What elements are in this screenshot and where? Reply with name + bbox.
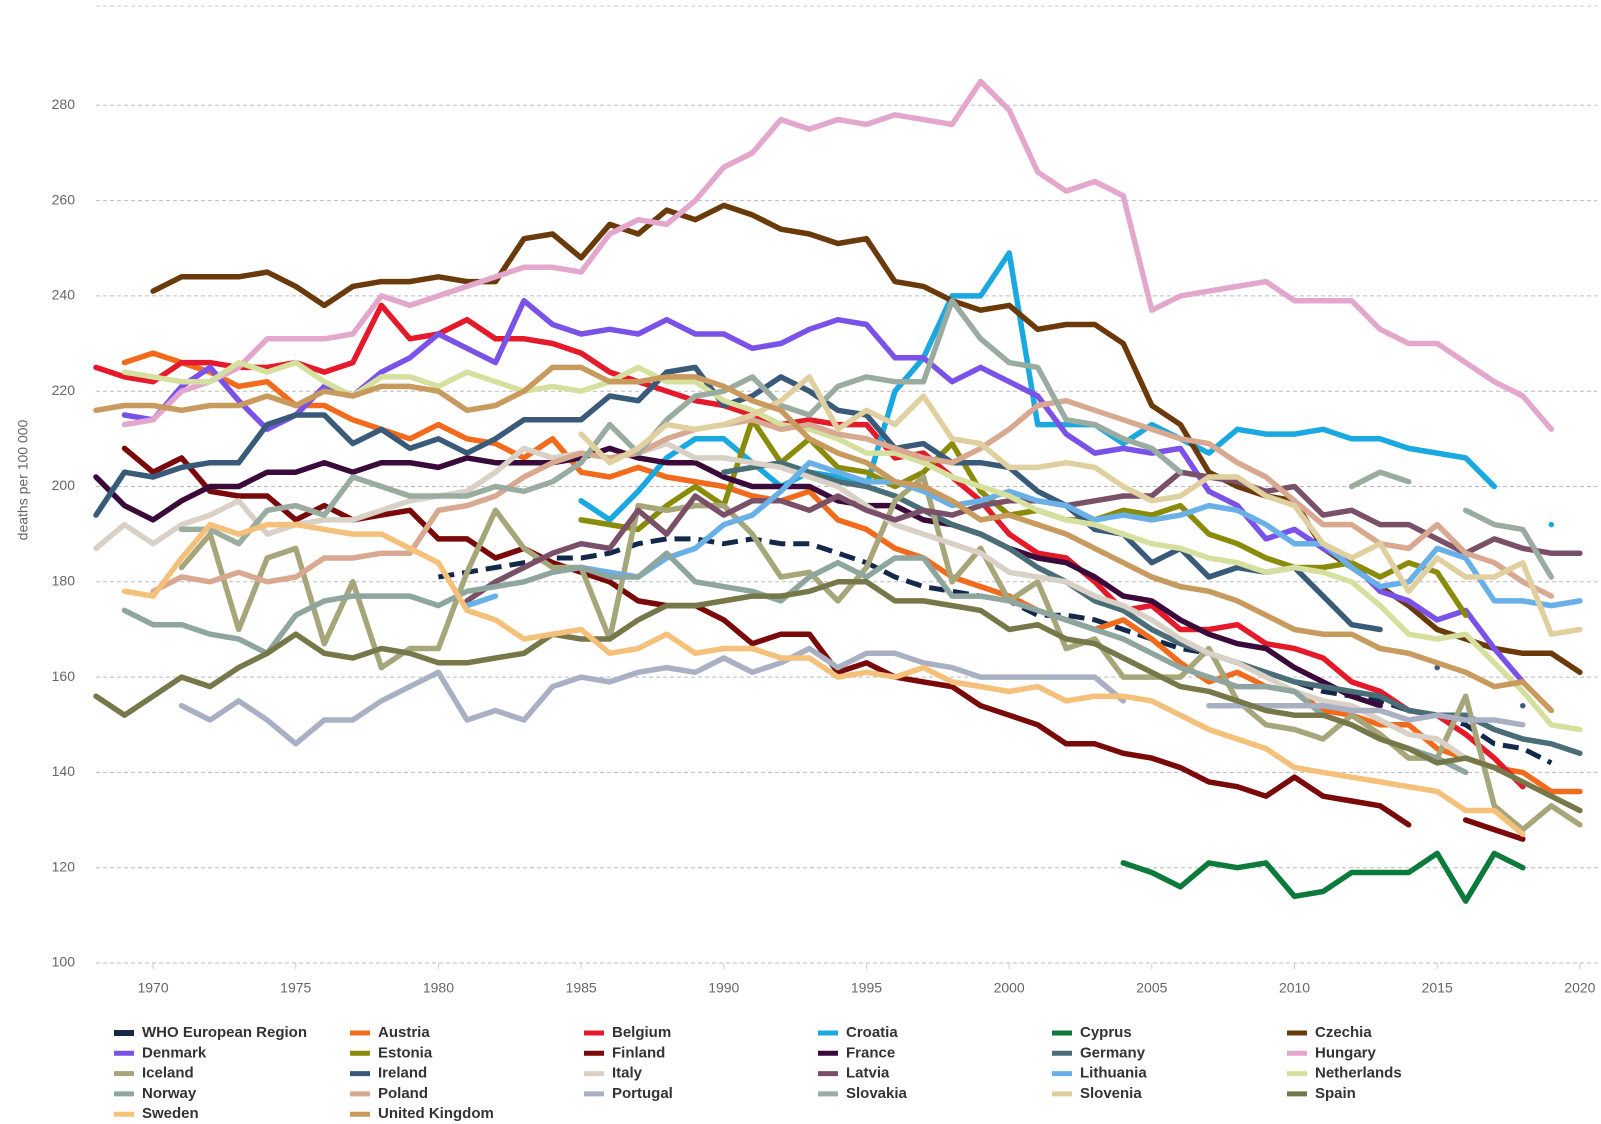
series-line (178, 474, 1583, 833)
legend-item: Slovenia (1052, 1085, 1142, 1102)
legend-item: Portugal (584, 1085, 673, 1102)
legend-label: Hungary (1315, 1044, 1377, 1061)
y-tick-label: 160 (52, 668, 76, 684)
legend-item: Croatia (818, 1024, 898, 1041)
series-line (93, 445, 1383, 709)
legend-label: Croatia (846, 1024, 898, 1041)
legend-label: Latvia (846, 1065, 890, 1082)
legend-label: France (846, 1044, 895, 1061)
legend-item: Ireland (350, 1065, 427, 1082)
legend-label: Czechia (1315, 1024, 1372, 1041)
legend-item: Cyprus (1052, 1024, 1132, 1041)
series-line (93, 440, 1498, 771)
series-line (150, 397, 1555, 599)
legend-label: Iceland (142, 1065, 194, 1082)
x-tick-label: 1980 (423, 980, 454, 996)
series-line (93, 364, 1555, 714)
legend-label: Sweden (142, 1105, 199, 1122)
legend-label: WHO European Region (142, 1024, 307, 1041)
legend-item: WHO European Region (114, 1024, 307, 1041)
legend-item: Lithuania (1052, 1065, 1147, 1082)
legend-label: Netherlands (1315, 1065, 1402, 1082)
series-line (121, 550, 1469, 776)
x-tick-label: 2020 (1564, 980, 1595, 996)
legend-label: Ireland (378, 1065, 427, 1082)
series-line (121, 445, 1526, 842)
legend-label: United Kingdom (378, 1105, 494, 1122)
x-tick-label: 2000 (994, 980, 1025, 996)
x-tick-label: 2005 (1136, 980, 1167, 996)
series-line (121, 350, 1583, 795)
series-line (93, 579, 1583, 814)
legend-label: Portugal (612, 1085, 673, 1102)
legend-label: Slovakia (846, 1085, 908, 1102)
legend-item: Iceland (114, 1065, 194, 1082)
series-line (121, 521, 1526, 838)
legend-item: Spain (1287, 1085, 1356, 1102)
y-tick-label: 260 (52, 191, 76, 207)
legend-item: Austria (350, 1024, 430, 1041)
y-axis-label: deaths per 100 000 (15, 419, 31, 540)
series-line (121, 78, 1555, 433)
series-line (464, 459, 1583, 609)
legend-item: Slovakia (818, 1085, 908, 1102)
legend-label: Finland (612, 1044, 665, 1061)
series-line (121, 359, 1583, 733)
legend-label: Austria (378, 1024, 430, 1041)
legend-label: Italy (612, 1065, 643, 1082)
x-tick-label: 2010 (1279, 980, 1310, 996)
y-tick-label: 140 (52, 763, 76, 779)
y-tick-label: 220 (52, 382, 76, 398)
series-line (93, 302, 1526, 790)
y-tick-label: 240 (52, 287, 76, 303)
series-line (178, 645, 1526, 747)
legend-label: Denmark (142, 1044, 207, 1061)
x-tick-label: 1970 (137, 980, 168, 996)
legend-item: Denmark (114, 1044, 207, 1061)
legend-label: Cyprus (1080, 1024, 1132, 1041)
y-tick-label: 280 (52, 96, 76, 112)
legend-item: Latvia (818, 1065, 890, 1082)
legend-item: Belgium (584, 1024, 671, 1041)
legend-item: Hungary (1287, 1044, 1377, 1061)
legend-item: Estonia (350, 1044, 433, 1061)
series-line (578, 374, 1583, 637)
legend-label: Slovenia (1080, 1085, 1142, 1102)
legend-item: Netherlands (1287, 1065, 1402, 1082)
series-line (1120, 850, 1526, 904)
legend-item: Poland (350, 1085, 428, 1102)
y-tick-label: 100 (52, 954, 76, 970)
y-tick-label: 120 (52, 858, 76, 874)
legend-label: Germany (1080, 1044, 1146, 1061)
legend-label: Poland (378, 1085, 428, 1102)
legend-item: Norway (114, 1085, 197, 1102)
x-tick-label: 2015 (1422, 980, 1453, 996)
legend-label: Norway (142, 1085, 197, 1102)
y-tick-label: 200 (52, 477, 76, 493)
legend-item: Sweden (114, 1105, 199, 1122)
legend-label: Lithuania (1080, 1065, 1147, 1082)
legend-label: Estonia (378, 1044, 433, 1061)
legend-label: Spain (1315, 1085, 1356, 1102)
legend-item: Finland (584, 1044, 665, 1061)
legend-item: Italy (584, 1065, 643, 1082)
legend-item: France (818, 1044, 895, 1061)
y-tick-label: 180 (52, 573, 76, 589)
legend-item: United Kingdom (350, 1105, 494, 1122)
x-tick-label: 1975 (280, 980, 311, 996)
legend-item: Germany (1052, 1044, 1146, 1061)
series-line (93, 364, 1526, 709)
legend-item: Czechia (1287, 1024, 1372, 1041)
legend-label: Belgium (612, 1024, 671, 1041)
series-line (578, 250, 1555, 528)
series-line (578, 417, 1469, 618)
x-tick-label: 1995 (851, 980, 882, 996)
x-tick-label: 1990 (708, 980, 739, 996)
x-tick-label: 1985 (566, 980, 597, 996)
series-line (178, 297, 1555, 580)
